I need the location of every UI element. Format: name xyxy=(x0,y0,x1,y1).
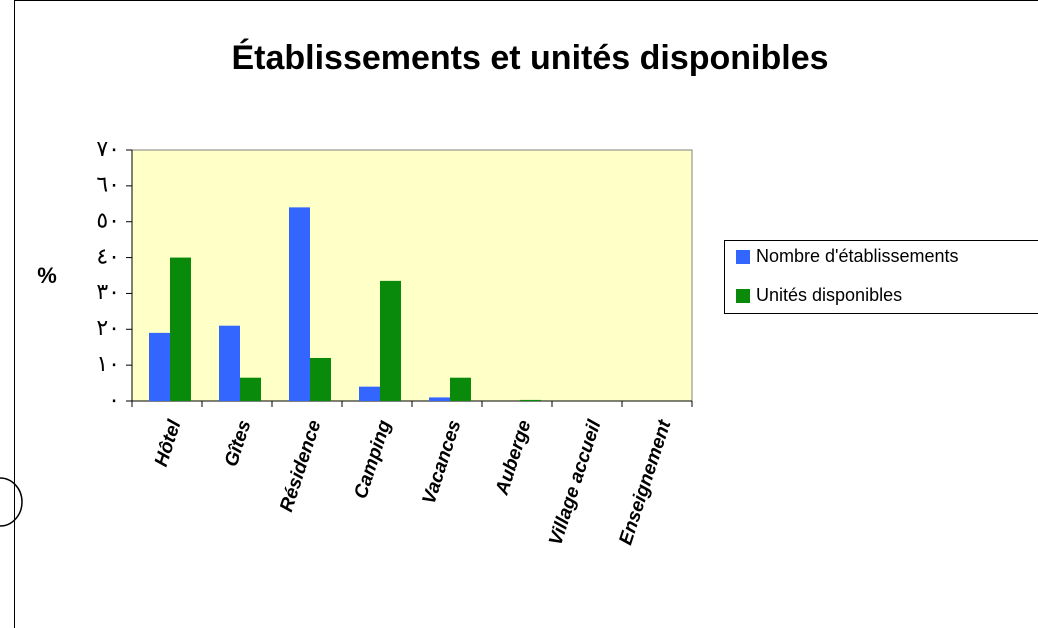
legend-label: Unités disponibles xyxy=(756,285,902,305)
legend-swatch xyxy=(736,250,750,264)
y-tick-label: ٠ xyxy=(108,387,120,412)
bar xyxy=(170,257,191,401)
bar xyxy=(289,207,310,401)
legend-swatch xyxy=(736,289,750,303)
y-tick-label: ٧٠ xyxy=(96,136,120,161)
chart-title: Établissements et unités disponibles xyxy=(231,39,828,77)
y-tick-label: ١٠ xyxy=(96,351,120,376)
bar xyxy=(380,280,401,401)
y-tick-label: ٣٠ xyxy=(96,279,120,304)
y-axis-label: % xyxy=(37,263,57,288)
bar xyxy=(429,397,450,401)
y-tick-label: ٥٠ xyxy=(96,208,120,233)
bar xyxy=(450,377,471,401)
bar xyxy=(310,357,331,401)
y-tick-label: ٦٠ xyxy=(96,172,120,197)
decoration-arc xyxy=(0,477,23,527)
legend xyxy=(724,240,1038,314)
y-tick-label: ٢٠ xyxy=(96,315,120,340)
plot-area xyxy=(131,149,693,402)
bar xyxy=(240,377,261,401)
bar xyxy=(149,332,170,401)
bar xyxy=(219,325,240,401)
bar xyxy=(359,386,380,401)
y-tick-label: ٤٠ xyxy=(96,243,120,268)
bar xyxy=(520,399,541,401)
legend-label: Nombre d'établissements xyxy=(756,246,959,266)
